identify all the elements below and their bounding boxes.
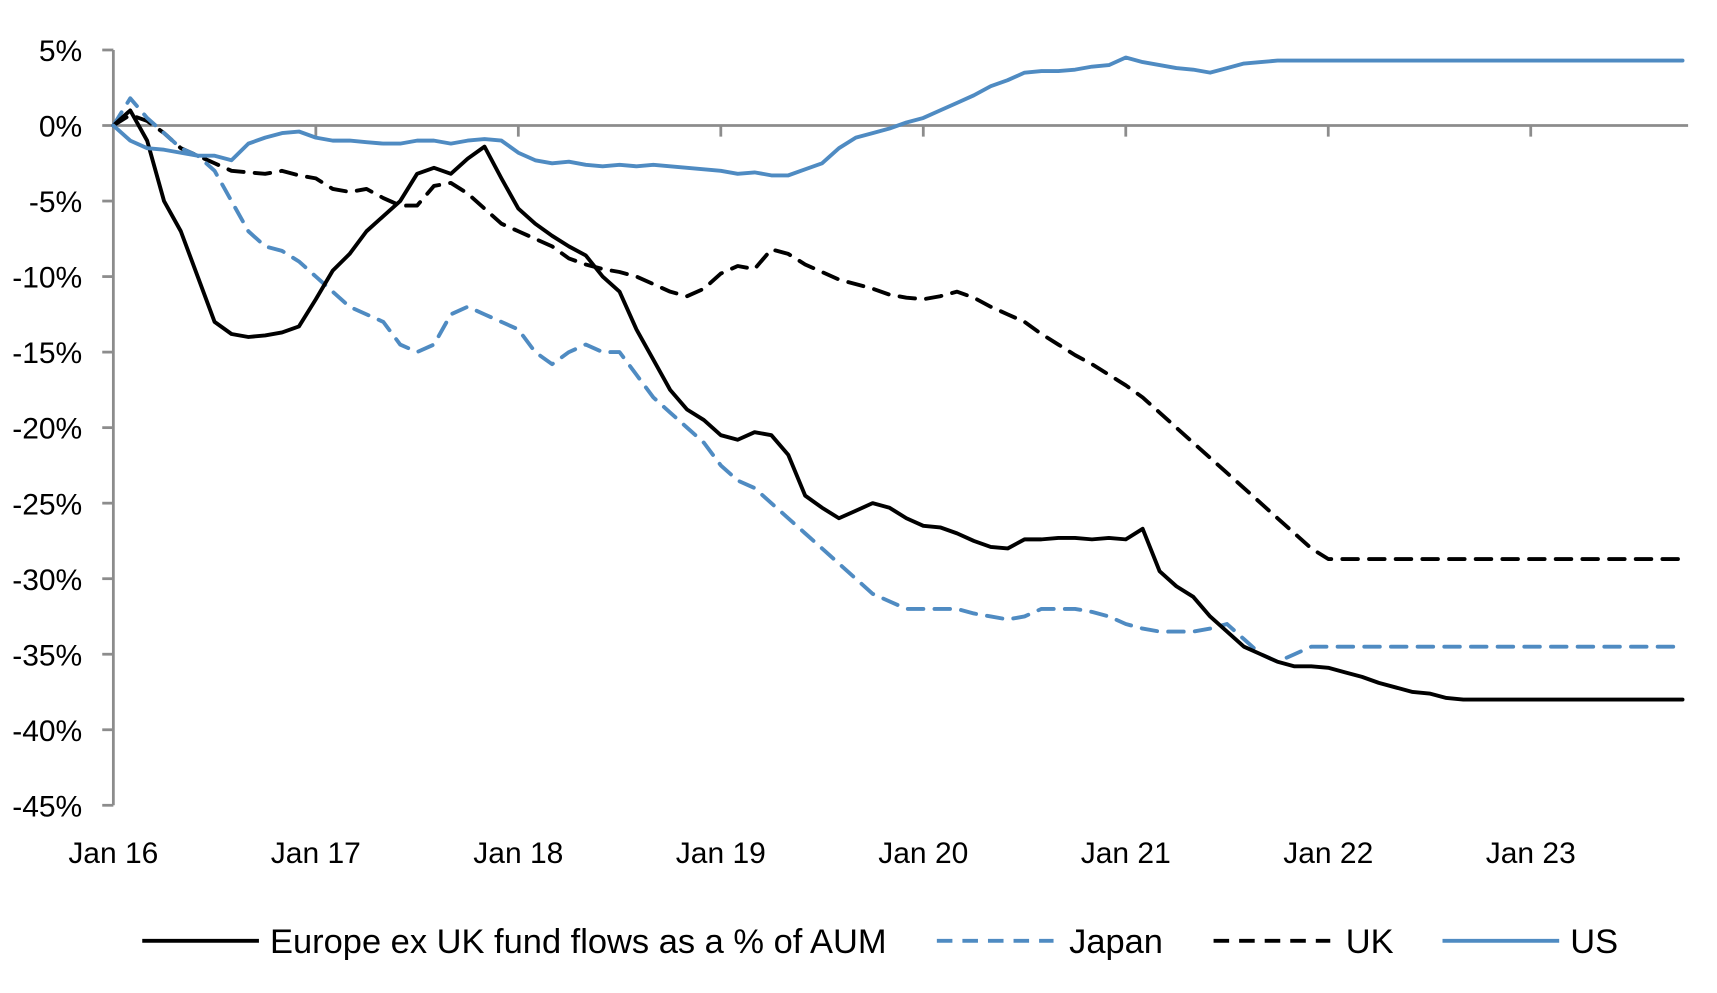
x-tick-label: Jan 22 [1283, 837, 1373, 870]
y-tick-label: -45% [12, 790, 82, 823]
y-tick-label: -30% [12, 564, 82, 597]
x-tick-label: Jan 17 [271, 837, 361, 870]
x-axis: Jan 16 Jan 17 Jan 18 Jan 19 Jan 20 Jan 21 Jan … [68, 124, 1689, 870]
legend-label-uk: UK [1346, 923, 1394, 961]
series-line-us [111, 55, 1685, 178]
y-tick-label: -15% [12, 337, 82, 370]
y-tick-label: -25% [12, 488, 82, 521]
y-tick-label: -5% [29, 186, 82, 219]
x-tick-label: Jan 21 [1081, 837, 1171, 870]
y-tick-label: -40% [12, 715, 82, 748]
series-line-europe [111, 108, 1685, 702]
y-tick-label: -10% [12, 262, 82, 295]
x-tick-label: Jan 19 [676, 837, 766, 870]
y-tick-label: 0% [39, 111, 82, 144]
series-line-japan [111, 96, 1685, 664]
y-tick-label: -35% [12, 639, 82, 672]
x-tick-label: Jan 18 [473, 837, 563, 870]
legend-label-us: US [1570, 923, 1618, 961]
y-tick-label: 5% [39, 35, 82, 68]
x-tick-label: Jan 20 [878, 837, 968, 870]
legend-label-europe: Europe ex UK fund flows as a % of AUM [270, 923, 887, 961]
y-axis: 5% 0% -5% -10% -15% -20% -25% -30% -35% -40% -45% [12, 35, 115, 823]
series-layer [111, 55, 1685, 702]
x-tick-label: Jan 23 [1486, 837, 1576, 870]
series-line-uk [111, 113, 1685, 561]
legend-label-japan: Japan [1069, 923, 1163, 961]
legend: Europe ex UK fund flows as a % of AUM Ja… [142, 923, 1618, 961]
x-tick-label: Jan 16 [68, 837, 158, 870]
y-tick-label: -20% [12, 413, 82, 446]
